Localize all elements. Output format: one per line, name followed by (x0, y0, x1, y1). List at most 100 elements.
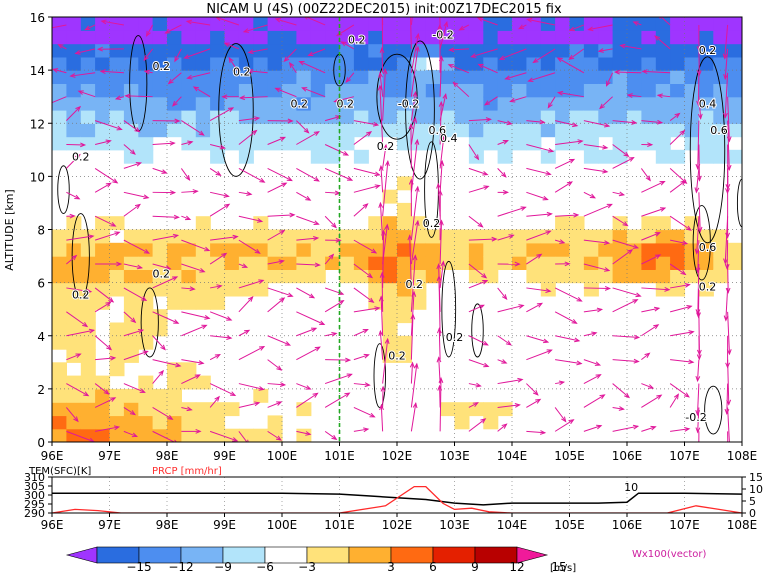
wind-vector (532, 48, 556, 64)
colorbar-tick-label: 15 (551, 560, 566, 574)
shade-cell (411, 96, 427, 111)
shade-cell (123, 30, 139, 45)
shade-cell (210, 56, 226, 71)
wind-vector (238, 431, 249, 442)
wind-vector (267, 167, 293, 182)
shade-cell (109, 269, 125, 284)
wind-vector (238, 329, 251, 337)
wind-vector (238, 191, 253, 196)
wind-vector (527, 72, 556, 83)
shade-cell (282, 123, 297, 138)
shade-cell (52, 136, 67, 151)
shade-cell (253, 229, 269, 244)
shade-cell (698, 282, 714, 297)
shade-cell (483, 70, 499, 84)
shade-cell (325, 242, 341, 257)
wind-vector (152, 214, 180, 220)
shade-cell (80, 70, 96, 84)
shade-cell (411, 282, 427, 297)
wind-vector (410, 32, 420, 73)
wind-vector (209, 383, 237, 396)
shade-cell (540, 256, 556, 270)
wind-vector (437, 23, 443, 73)
wind-vector (152, 335, 166, 351)
wind-vector (181, 140, 194, 146)
shade-cell (411, 295, 427, 310)
shade-cell (512, 70, 527, 84)
shade-cell (569, 83, 585, 98)
shade-cell (210, 295, 226, 310)
shade-cell (66, 110, 82, 124)
shade-cell (167, 282, 182, 297)
wind-vector (669, 215, 692, 231)
wind-vector (612, 191, 626, 197)
wind-vector (410, 90, 418, 121)
shade-cell (411, 229, 427, 244)
shade-cell (684, 110, 700, 124)
shade-cell (583, 136, 599, 151)
shade-cell (569, 30, 585, 45)
wind-vector (52, 96, 67, 104)
contour-line (471, 303, 484, 358)
shade-cell (66, 256, 82, 270)
shade-cell (540, 30, 556, 45)
shade-cell (123, 43, 139, 58)
shade-cell (526, 83, 542, 98)
shade-cell (598, 30, 614, 45)
wind-vector (605, 72, 614, 87)
shade-cell (555, 269, 571, 284)
shade-cell (66, 269, 82, 284)
wind-vector (468, 263, 488, 279)
shade-cell (655, 56, 671, 71)
wind-vector (152, 407, 174, 420)
shade-cell (454, 110, 470, 124)
shade-cell (583, 242, 599, 257)
wind-vector (181, 324, 208, 337)
shade-cell (224, 229, 240, 244)
shade-cell (224, 256, 240, 270)
colorbar-ticks: −15 −12 −9 −6 −3 3 6 9 12 15 (126, 560, 566, 574)
shade-cell (483, 136, 499, 151)
wind-vector (526, 287, 552, 294)
shade-cell (152, 56, 168, 71)
shade-cell (282, 242, 297, 257)
shade-cell (195, 96, 211, 111)
shade-cell (727, 56, 742, 71)
shade-cell (339, 96, 355, 111)
wind-vector (96, 46, 124, 52)
wind-vector (267, 401, 283, 408)
wind-vector (95, 425, 121, 432)
contour-label: 0.6 (710, 124, 728, 137)
wind-vector (583, 394, 606, 408)
shade-cell (540, 43, 556, 58)
shade-cell (569, 256, 585, 270)
shade-cell (727, 30, 742, 45)
wind-vector (95, 139, 112, 145)
wind-vector (612, 299, 639, 313)
shade-cell (368, 43, 384, 58)
shade-cell (627, 30, 642, 45)
shade-cell (727, 43, 742, 58)
wind-vector (497, 377, 524, 385)
shade-cell (684, 30, 700, 45)
shade-cell (167, 402, 182, 417)
shade-cell (627, 96, 642, 111)
shade-cell (468, 110, 484, 124)
shade-cell (512, 83, 527, 98)
wind-vector (612, 249, 634, 265)
shade-cell (555, 83, 571, 98)
shade-cell (483, 56, 499, 71)
wind-vector (468, 402, 479, 408)
shade-cell (368, 242, 384, 257)
shade-cell (526, 43, 542, 58)
wind-vector (152, 263, 172, 270)
shade-cell (123, 295, 139, 310)
shade-cell (684, 229, 700, 244)
shade-cell (526, 30, 542, 45)
wind-vector (353, 328, 369, 337)
wind-vector (123, 407, 137, 416)
wind-vector (181, 428, 202, 434)
shade-cell (713, 242, 729, 257)
wind-vector (641, 232, 661, 241)
shade-cell (670, 96, 686, 111)
